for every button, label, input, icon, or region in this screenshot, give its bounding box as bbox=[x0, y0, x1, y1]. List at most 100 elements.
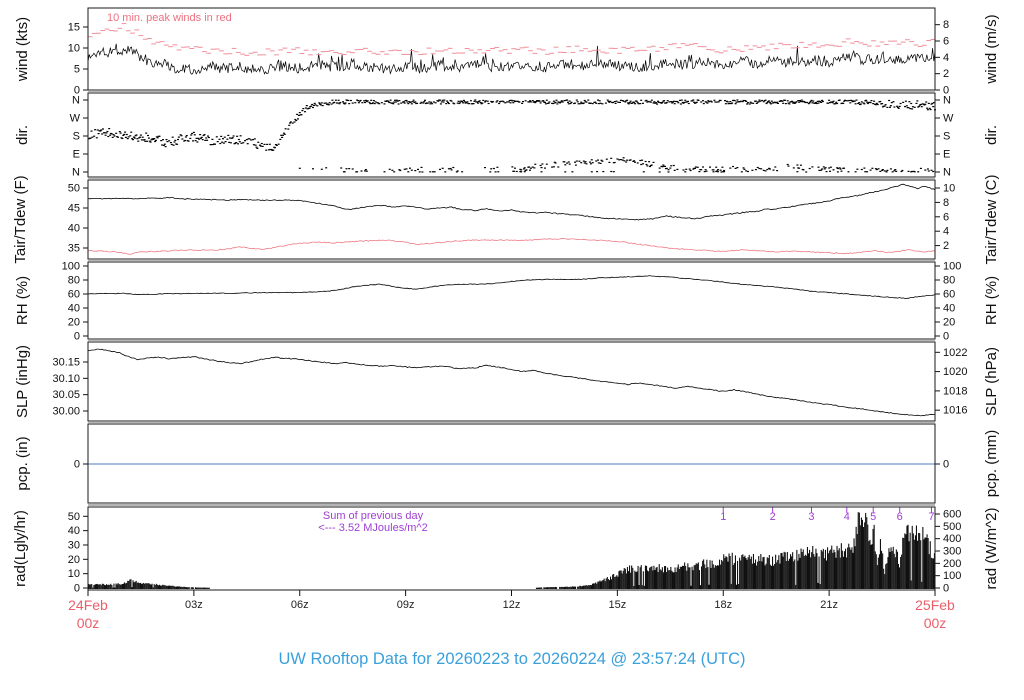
svg-text:09z: 09z bbox=[397, 599, 415, 611]
svg-text:6: 6 bbox=[943, 36, 949, 48]
panel-frame-slp bbox=[87, 341, 936, 422]
svg-text:3: 3 bbox=[808, 511, 814, 523]
x-axis: 03z 06z 09z 12z 15z 18z 21z bbox=[87, 590, 936, 611]
svg-text:40: 40 bbox=[68, 525, 80, 537]
svg-text:E: E bbox=[73, 149, 80, 161]
panel-gap bbox=[88, 340, 935, 341]
panel-rh: 0 0 20 20 40 40 60 60 80 80 100 100 RH (%) RH (%) bbox=[14, 261, 1000, 343]
pcp-right-axis-label: pcp. (mm) bbox=[983, 430, 1000, 498]
tair-left-axis-label: Tair/Tdew (F) bbox=[12, 175, 29, 263]
svg-text:6: 6 bbox=[943, 211, 949, 223]
svg-text:8: 8 bbox=[943, 19, 949, 31]
rad-left-axis-label: rad(Lgly/hr) bbox=[12, 510, 29, 587]
svg-text:5: 5 bbox=[870, 511, 876, 523]
panel-gap bbox=[88, 178, 935, 179]
svg-text:60: 60 bbox=[68, 289, 80, 301]
rh-right-axis-label: RH (%) bbox=[983, 276, 1000, 325]
svg-text:12z: 12z bbox=[503, 599, 521, 611]
svg-text:2: 2 bbox=[943, 240, 949, 252]
svg-text:30.05: 30.05 bbox=[52, 389, 80, 401]
panel-tair: 35 40 45 50 2 4 6 8 10 Tair/Tdew (F) Tair/Tdew (C) bbox=[12, 174, 1000, 264]
svg-text:1020: 1020 bbox=[943, 366, 967, 378]
svg-text:35: 35 bbox=[68, 243, 80, 255]
svg-text:S: S bbox=[73, 131, 80, 143]
svg-text:20: 20 bbox=[68, 317, 80, 329]
rh-left-axis-label: RH (%) bbox=[14, 276, 31, 325]
svg-text:600: 600 bbox=[943, 509, 961, 521]
svg-text:18z: 18z bbox=[714, 599, 732, 611]
wind-peak-dashes bbox=[87, 23, 936, 56]
wind-peak-note: 10 min. peak winds in red bbox=[107, 12, 232, 24]
svg-text:20: 20 bbox=[68, 554, 80, 566]
svg-text:60: 60 bbox=[943, 289, 955, 301]
rad-sum-note-line1: Sum of previous day bbox=[323, 510, 424, 522]
x-start-hour-label: 00z bbox=[77, 615, 100, 631]
svg-text:100: 100 bbox=[943, 261, 961, 273]
svg-text:45: 45 bbox=[68, 203, 80, 215]
panel-frame-wind bbox=[87, 7, 936, 91]
svg-text:30.00: 30.00 bbox=[52, 406, 80, 418]
slp-line bbox=[87, 348, 936, 417]
panel-rad: 010203040500100200300400500600rad(Lgly/h… bbox=[12, 507, 1000, 595]
svg-text:0: 0 bbox=[74, 459, 80, 471]
rad-mj-marks: 1 2 3 4 5 6 7 bbox=[720, 507, 935, 523]
svg-text:03z: 03z bbox=[185, 599, 203, 611]
svg-text:15z: 15z bbox=[609, 599, 627, 611]
rh-line bbox=[87, 275, 936, 299]
svg-text:10: 10 bbox=[68, 43, 80, 55]
slp-right-axis-label: SLP (hPa) bbox=[983, 347, 1000, 416]
tair-right-axis-label: Tair/Tdew (C) bbox=[983, 174, 1000, 264]
dir-right-axis-label: dir. bbox=[983, 125, 1000, 145]
panel-frame-rh bbox=[87, 261, 936, 340]
panel-gap bbox=[88, 422, 935, 423]
svg-text:2: 2 bbox=[770, 511, 776, 523]
svg-text:20: 20 bbox=[943, 317, 955, 329]
svg-text:40: 40 bbox=[68, 223, 80, 235]
svg-text:6: 6 bbox=[897, 511, 903, 523]
svg-text:4: 4 bbox=[943, 226, 949, 238]
svg-text:1022: 1022 bbox=[943, 347, 967, 359]
svg-text:0: 0 bbox=[943, 583, 949, 595]
svg-text:06z: 06z bbox=[291, 599, 309, 611]
tair-line bbox=[87, 183, 936, 221]
wind-avg-line bbox=[87, 43, 936, 75]
svg-text:1018: 1018 bbox=[943, 385, 967, 397]
svg-text:0: 0 bbox=[74, 331, 80, 343]
svg-text:N: N bbox=[72, 167, 80, 179]
figure-title: UW Rooftop Data for 20260223 to 20260224… bbox=[278, 650, 745, 668]
svg-text:400: 400 bbox=[943, 533, 961, 545]
svg-text:30.10: 30.10 bbox=[52, 373, 80, 385]
svg-text:21z: 21z bbox=[820, 599, 838, 611]
svg-text:8: 8 bbox=[943, 197, 949, 209]
svg-text:0: 0 bbox=[943, 331, 949, 343]
panel-gap bbox=[88, 504, 935, 506]
panel-frame-dir bbox=[87, 92, 936, 178]
panel-gap bbox=[88, 91, 935, 92]
svg-text:50: 50 bbox=[68, 511, 80, 523]
svg-text:200: 200 bbox=[943, 558, 961, 570]
svg-text:4: 4 bbox=[943, 52, 949, 64]
svg-text:W: W bbox=[70, 113, 81, 125]
svg-text:N: N bbox=[943, 95, 951, 107]
x-end-hour-label: 00z bbox=[924, 615, 947, 631]
svg-text:4: 4 bbox=[844, 511, 850, 523]
pcp-left-axis-label: pcp. (in) bbox=[14, 436, 31, 490]
svg-text:40: 40 bbox=[68, 303, 80, 315]
svg-text:N: N bbox=[72, 95, 80, 107]
wind-left-axis-label: wind (kts) bbox=[14, 17, 31, 82]
svg-text:0: 0 bbox=[74, 85, 80, 97]
rad-bars bbox=[88, 512, 935, 589]
x-start-date-label: 24Feb bbox=[68, 597, 108, 613]
slp-left-axis-label: SLP (inHg) bbox=[14, 345, 31, 418]
svg-text:0: 0 bbox=[943, 459, 949, 471]
svg-text:1016: 1016 bbox=[943, 405, 967, 417]
tdew-line bbox=[87, 237, 936, 255]
panel-frame-pcp bbox=[87, 423, 936, 504]
svg-text:5: 5 bbox=[74, 64, 80, 76]
panel-wind: 0 5 10 15 0 2 4 6 8 wind (kts) wind (m/s) bbox=[14, 14, 1000, 96]
svg-text:80: 80 bbox=[68, 275, 80, 287]
